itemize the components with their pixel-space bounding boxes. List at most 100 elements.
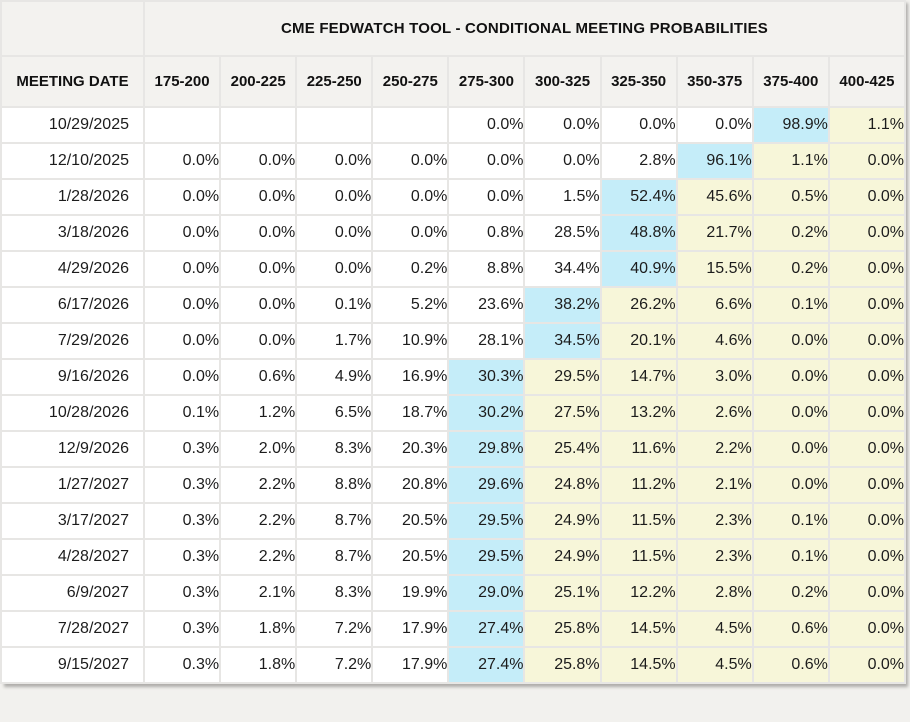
probability-cell: 0.0% <box>142 142 222 180</box>
probability-cell: 4.5% <box>675 646 754 684</box>
probability-cell: 0.0% <box>827 250 907 288</box>
probability-cell: 21.7% <box>675 214 754 252</box>
table-row: 1/28/2026 0.0% 0.0% 0.0% 0.0% 0.0% 1.5% 52.4% 45… <box>0 178 907 216</box>
meeting-date-cell: 10/29/2025 <box>0 106 145 144</box>
probability-cell: 18.7% <box>371 394 450 432</box>
probability-cell: 0.0% <box>219 250 298 288</box>
probability-cell: 0.0% <box>447 142 526 180</box>
probability-cell: 98.9% <box>751 106 830 144</box>
table-row: 9/16/2026 0.0% 0.6% 4.9% 16.9% 30.3% 29.5% 14.7… <box>0 358 907 396</box>
probability-cell: 2.2% <box>219 502 298 540</box>
rate-range-header-375-400: 375-400 <box>751 55 830 108</box>
probability-cell: 17.9% <box>371 646 450 684</box>
probability-cell: 29.0% <box>447 574 526 612</box>
probability-cell: 29.5% <box>447 502 526 540</box>
probability-cell: 2.3% <box>675 538 754 576</box>
probability-cell: 0.3% <box>142 466 222 504</box>
probability-cell: 0.0% <box>827 574 907 612</box>
probability-cell: 2.8% <box>599 142 678 180</box>
rate-range-header-400-425: 400-425 <box>827 55 907 108</box>
probability-cell: 28.5% <box>523 214 602 252</box>
probability-cell: 40.9% <box>599 250 678 288</box>
meeting-date-cell: 7/28/2027 <box>0 610 145 648</box>
probability-cell: 1.8% <box>219 610 298 648</box>
probability-cell: 0.0% <box>219 286 298 324</box>
probability-cell: 1.5% <box>523 178 602 216</box>
probability-cell <box>142 106 222 144</box>
table-row: 7/28/2027 0.3% 1.8% 7.2% 17.9% 27.4% 25.8% 14.5… <box>0 610 907 648</box>
probability-cell: 25.8% <box>523 646 602 684</box>
probability-cell: 24.9% <box>523 538 602 576</box>
probability-cell: 4.9% <box>295 358 374 396</box>
probability-cell: 29.5% <box>447 538 526 576</box>
probability-cell: 20.5% <box>371 502 450 540</box>
probability-cell: 0.0% <box>142 250 222 288</box>
probability-cell: 6.6% <box>675 286 754 324</box>
probability-cell: 2.0% <box>219 430 298 468</box>
probability-cell: 0.0% <box>142 214 222 252</box>
table-row: 3/17/2027 0.3% 2.2% 8.7% 20.5% 29.5% 24.9% 11.5… <box>0 502 907 540</box>
probability-cell: 0.0% <box>827 358 907 396</box>
probability-cell: 20.3% <box>371 430 450 468</box>
probability-cell: 20.1% <box>599 322 678 360</box>
probability-cell: 0.0% <box>219 322 298 360</box>
probability-cell: 96.1% <box>675 142 754 180</box>
probability-cell: 0.0% <box>523 142 602 180</box>
table-row: 7/29/2026 0.0% 0.0% 1.7% 10.9% 28.1% 34.5% 20.1… <box>0 322 907 360</box>
probability-cell: 0.6% <box>219 358 298 396</box>
probability-cell: 28.1% <box>447 322 526 360</box>
probability-cell: 0.3% <box>142 646 222 684</box>
probability-cell: 0.0% <box>219 214 298 252</box>
probability-cell: 0.0% <box>827 538 907 576</box>
table-row: 4/29/2026 0.0% 0.0% 0.0% 0.2% 8.8% 34.4% 40.9% 1… <box>0 250 907 288</box>
probability-cell: 0.0% <box>142 286 222 324</box>
probability-cell: 0.0% <box>371 142 450 180</box>
meeting-date-cell: 7/29/2026 <box>0 322 145 360</box>
probability-cell: 0.0% <box>371 214 450 252</box>
probability-cell: 0.0% <box>599 106 678 144</box>
probability-cell: 0.0% <box>371 178 450 216</box>
table-row: 12/10/2025 0.0% 0.0% 0.0% 0.0% 0.0% 0.0% 2.8% 96… <box>0 142 907 180</box>
probability-cell: 27.4% <box>447 610 526 648</box>
probability-cell: 0.0% <box>142 358 222 396</box>
probability-cell: 1.7% <box>295 322 374 360</box>
rate-range-header-225-250: 225-250 <box>295 55 374 108</box>
probability-cell: 29.8% <box>447 430 526 468</box>
probability-cell: 0.0% <box>675 106 754 144</box>
probability-cell: 24.9% <box>523 502 602 540</box>
meeting-date-cell: 9/16/2026 <box>0 358 145 396</box>
probability-cell: 14.5% <box>599 646 678 684</box>
probability-cell: 20.8% <box>371 466 450 504</box>
probability-cell: 1.1% <box>827 106 907 144</box>
probability-cell: 0.0% <box>142 322 222 360</box>
probability-cell: 4.6% <box>675 322 754 360</box>
probability-cell: 26.2% <box>599 286 678 324</box>
probability-cell: 52.4% <box>599 178 678 216</box>
probability-cell: 0.2% <box>751 250 830 288</box>
probability-cell: 0.0% <box>827 646 907 684</box>
rate-range-header-350-375: 350-375 <box>675 55 754 108</box>
probability-cell: 0.6% <box>751 610 830 648</box>
probability-cell: 2.1% <box>219 574 298 612</box>
probability-cell <box>295 106 374 144</box>
probability-cell: 12.2% <box>599 574 678 612</box>
rate-range-header-325-350: 325-350 <box>599 55 678 108</box>
table-row: 10/28/2026 0.1% 1.2% 6.5% 18.7% 30.2% 27.5% 13.… <box>0 394 907 432</box>
probability-cell: 38.2% <box>523 286 602 324</box>
meeting-date-cell: 6/17/2026 <box>0 286 145 324</box>
probability-cell: 19.9% <box>371 574 450 612</box>
page-title: CME FEDWATCH TOOL - CONDITIONAL MEETING … <box>142 0 907 57</box>
probability-cell: 8.3% <box>295 430 374 468</box>
table-row: 9/15/2027 0.3% 1.8% 7.2% 17.9% 27.4% 25.8% 14.5… <box>0 646 907 684</box>
probability-cell: 2.1% <box>675 466 754 504</box>
rate-range-header-275-300: 275-300 <box>447 55 526 108</box>
probability-cell: 1.8% <box>219 646 298 684</box>
meeting-date-cell: 1/27/2027 <box>0 466 145 504</box>
probability-cell: 0.0% <box>827 322 907 360</box>
probability-cell: 0.0% <box>827 502 907 540</box>
meeting-date-cell: 6/9/2027 <box>0 574 145 612</box>
column-header-row: MEETING DATE 175-200 200-225 225-250 250-27… <box>0 55 907 108</box>
probability-cell: 0.1% <box>751 286 830 324</box>
table-row: 6/9/2027 0.3% 2.1% 8.3% 19.9% 29.0% 25.1% 12.2%… <box>0 574 907 612</box>
probability-cell: 5.2% <box>371 286 450 324</box>
